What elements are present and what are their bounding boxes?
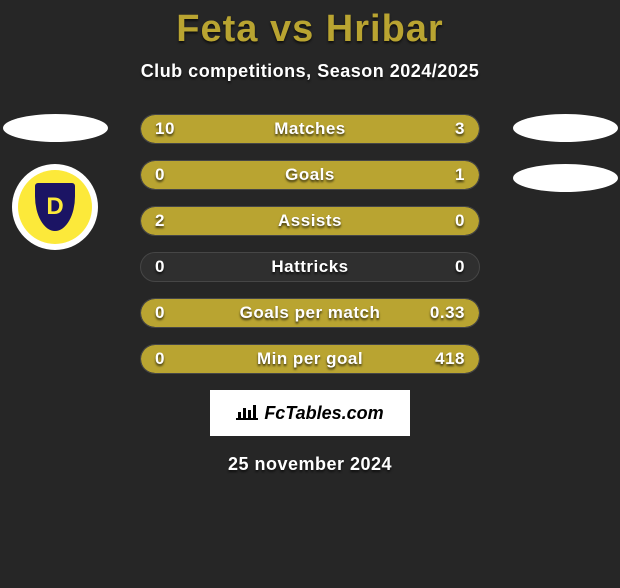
stat-label: Goals — [285, 165, 335, 185]
stat-left-value: 0 — [155, 303, 165, 323]
stat-right-value: 418 — [435, 349, 465, 369]
right-player-column — [510, 114, 620, 214]
stat-left-value: 0 — [155, 349, 165, 369]
chart-icon — [236, 402, 258, 425]
stat-row: 2 Assists 0 — [140, 206, 480, 236]
stat-right-value: 0 — [455, 211, 465, 231]
stat-right-value: 0 — [455, 257, 465, 277]
stat-row: 0 Goals per match 0.33 — [140, 298, 480, 328]
stat-label: Assists — [278, 211, 342, 231]
stat-left-value: 0 — [155, 257, 165, 277]
stat-left-value: 0 — [155, 165, 165, 185]
snapshot-date: 25 november 2024 — [0, 454, 620, 475]
stat-row: 0 Hattricks 0 — [140, 252, 480, 282]
stat-left-value: 2 — [155, 211, 165, 231]
crest-letter: D — [46, 193, 63, 221]
page-title: Feta vs Hribar — [0, 8, 620, 51]
stat-right-value: 1 — [455, 165, 465, 185]
stat-right-value: 0.33 — [430, 303, 465, 323]
stat-label: Hattricks — [271, 257, 348, 277]
stat-left-value: 10 — [155, 119, 175, 139]
stat-right-value: 3 — [455, 119, 465, 139]
comparison-panel: D 10Matches30Goals12Assists00Hattricks00… — [0, 114, 620, 475]
watermark-text: FcTables.com — [264, 403, 383, 424]
page-subtitle: Club competitions, Season 2024/2025 — [0, 61, 620, 82]
right-club-placeholder — [513, 164, 618, 192]
right-flag-placeholder — [513, 114, 618, 142]
stat-label: Min per goal — [257, 349, 363, 369]
watermark: FcTables.com — [210, 390, 410, 436]
left-club-crest: D — [12, 164, 98, 250]
stat-row: 0 Min per goal 418 — [140, 344, 480, 374]
left-flag-placeholder — [3, 114, 108, 142]
stat-label: Goals per match — [240, 303, 381, 323]
stat-row: 10 Matches 3 — [140, 114, 480, 144]
stat-label: Matches — [274, 119, 346, 139]
stat-row: 0 Goals 1 — [140, 160, 480, 190]
left-player-column: D — [0, 114, 110, 250]
stat-bars: 10 Matches 3 0 Goals 1 2 Assists 0 0 Hattricks 0 0 Go… — [140, 114, 480, 374]
